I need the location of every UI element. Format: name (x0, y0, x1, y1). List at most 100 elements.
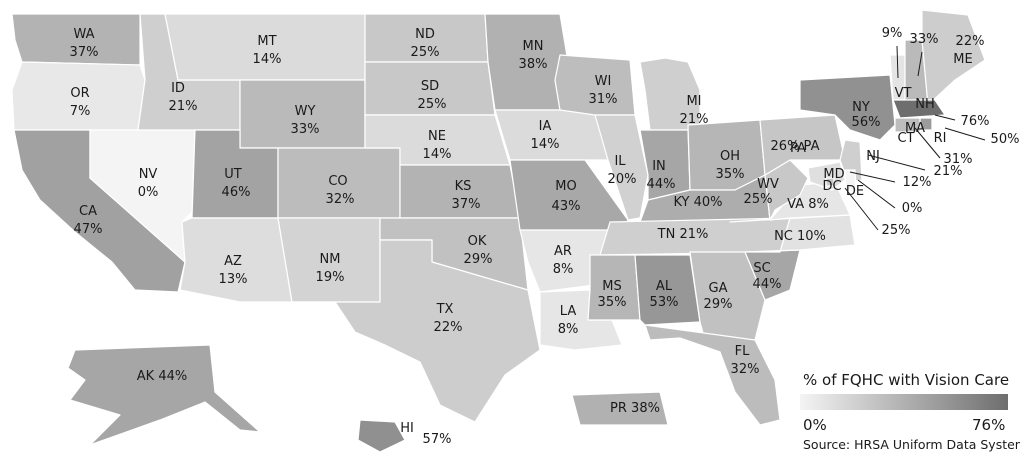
state-label-tn: TN 21% (657, 227, 709, 242)
state-value-il: 20% (608, 172, 637, 187)
state-label-md: MD (823, 167, 844, 182)
legend-min-label: 0% (803, 416, 827, 434)
state-label-mo: MO (555, 179, 576, 194)
state-value-ut: 46% (222, 185, 251, 200)
state-label-sd: SD (421, 79, 439, 94)
state-value-la: 8% (558, 322, 579, 337)
state-label-pa: PA (790, 141, 806, 156)
state-label-co: CO (328, 174, 347, 189)
state-value-nd: 25% (411, 45, 440, 60)
state-tx (291, 239, 541, 423)
state-label-mt: MT (257, 34, 276, 49)
state-value-ct: 31% (944, 152, 973, 167)
state-label-la: LA (560, 304, 577, 319)
state-label-ia: IA (539, 119, 552, 134)
state-fl (644, 324, 781, 426)
state-label-fl: FL (735, 344, 750, 359)
state-value-sd: 25% (418, 97, 447, 112)
state-value-de: 0% (902, 201, 923, 216)
state-ar (519, 229, 611, 293)
leader-line-ct (914, 127, 941, 159)
state-value-me: 22% (956, 34, 985, 49)
state-label-ma: MA (905, 121, 925, 136)
state-label-nv: NV (139, 167, 158, 182)
state-value-in: 44% (647, 177, 676, 192)
state-hi (357, 419, 406, 453)
state-value-mn: 38% (519, 57, 548, 72)
state-value-ia: 14% (531, 137, 560, 152)
state-me (921, 9, 986, 106)
state-label-hi: HI (400, 421, 414, 436)
state-value-sc: 44% (753, 277, 782, 292)
state-value-wv: 25% (744, 192, 773, 207)
state-value-al: 53% (650, 295, 679, 310)
state-label-ok: OK (468, 234, 487, 249)
leader-line-nj (867, 154, 926, 171)
state-label-ky: KY 40% (673, 195, 722, 210)
state-value-nm: 19% (316, 270, 345, 285)
state-label-va: VA 8% (787, 197, 829, 212)
leader-line-nh (917, 51, 923, 77)
state-value-ms: 35% (598, 295, 627, 310)
state-value-id: 21% (169, 99, 198, 114)
state-label-wi: WI (595, 74, 612, 89)
state-label-il: IL (614, 154, 626, 169)
state-value-nv: 0% (138, 185, 159, 200)
state-value-ny: 56% (852, 115, 881, 130)
state-de (844, 169, 857, 191)
state-label-tx: TX (436, 302, 454, 317)
state-label-ut: UT (224, 167, 242, 182)
leader-line-md (849, 171, 896, 183)
state-value-az: 13% (219, 272, 248, 287)
state-label-id: ID (171, 81, 185, 96)
state-label-ar: AR (554, 244, 572, 259)
state-label-nj: NJ (866, 149, 880, 164)
state-label-pa: 26% PA (771, 139, 820, 154)
state-label-nd: ND (415, 27, 435, 42)
leader-line-de (857, 179, 896, 209)
state-label-ct: CT (897, 131, 914, 146)
leader-line-vt (896, 45, 899, 79)
state-value-dc: 25% (882, 223, 911, 238)
state-ct (894, 117, 921, 133)
state-dc (825, 177, 835, 187)
state-value-nh: 33% (910, 32, 939, 47)
legend-gradient-bar (800, 394, 1008, 410)
state-value-nj: 21% (934, 164, 963, 179)
state-label-al: AL (656, 279, 673, 294)
state-label-wa: WA (73, 27, 94, 42)
state-label-pr: PR 38% (610, 401, 660, 416)
state-label-nc: NC 10% (774, 229, 826, 244)
state-label-ks: KS (455, 179, 472, 194)
state-label-mn: MN (523, 39, 544, 54)
state-value-ar: 8% (553, 262, 574, 277)
state-label-ne: NE (428, 129, 446, 144)
state-value-wi: 31% (589, 92, 618, 107)
state-ny (799, 74, 896, 141)
state-nc (729, 214, 856, 253)
state-ak (67, 344, 261, 446)
state-value-ok: 29% (464, 252, 493, 267)
state-label-me: ME (953, 52, 972, 67)
state-value-hi: 57% (423, 432, 452, 447)
state-al (634, 254, 701, 326)
state-label-dc: DC (822, 179, 841, 194)
state-value-mi: 21% (680, 112, 709, 127)
state-value-mo: 43% (552, 199, 581, 214)
state-mi (639, 57, 701, 131)
leader-line-dc (844, 187, 879, 231)
state-label-oh: OH (720, 149, 740, 164)
state-label-ms: MS (602, 279, 621, 294)
state-value-wa: 37% (70, 45, 99, 60)
leader-line-ma (934, 114, 956, 121)
state-value-ne: 14% (423, 147, 452, 162)
state-value-fl: 32% (731, 362, 760, 377)
state-label-az: AZ (224, 254, 242, 269)
state-value-mt: 14% (253, 52, 282, 67)
state-label-in: IN (652, 159, 666, 174)
state-label-ca: CA (79, 204, 97, 219)
state-label-ny: NY (852, 100, 870, 115)
state-pr (571, 391, 669, 426)
state-value-co: 32% (326, 192, 355, 207)
